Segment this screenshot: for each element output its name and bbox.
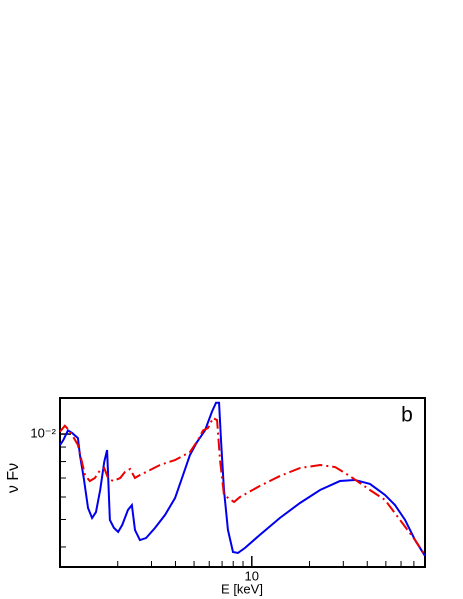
x-axis-label: E [keV] (221, 581, 263, 596)
series-line (60, 401, 425, 557)
y-tick-label: 10⁻² (30, 426, 56, 441)
plot-frame (59, 397, 426, 568)
panel-label: b (401, 404, 413, 427)
x-tick-label: 10 (245, 568, 259, 583)
series-line (60, 416, 425, 556)
y-axis-label: ν Fν (5, 463, 22, 493)
